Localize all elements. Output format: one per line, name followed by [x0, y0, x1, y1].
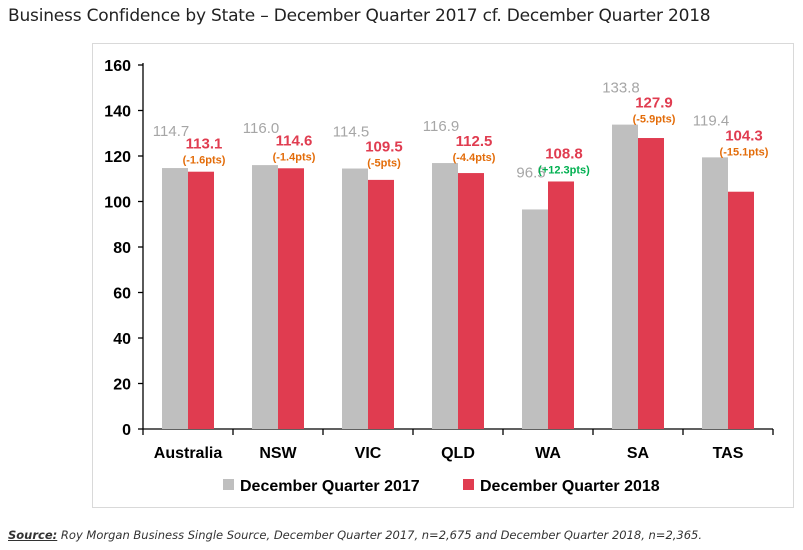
change-annotation: (-1.4pts)	[273, 151, 316, 163]
data-label-2018: 112.5	[456, 133, 493, 150]
data-label-2017: 114.5	[333, 124, 369, 141]
page-title: Business Confidence by State – December …	[8, 6, 711, 26]
data-label-2017: 116.0	[243, 120, 279, 137]
data-label-2018: 108.8	[545, 145, 583, 162]
x-tick-label: Australia	[154, 445, 223, 462]
data-label-2018: 114.6	[276, 132, 313, 149]
x-tick-label: SA	[627, 445, 650, 462]
data-label-2018: 113.1	[186, 136, 223, 153]
data-label-2017: 114.7	[153, 123, 189, 140]
change-annotation: (-4.4pts)	[453, 152, 496, 164]
y-tick-label: 20	[113, 377, 131, 394]
y-tick-label: 0	[122, 422, 131, 439]
data-label-2018: 127.9	[635, 95, 673, 112]
y-tick-label: 120	[104, 149, 131, 166]
bar-2018	[638, 138, 664, 429]
y-tick-label: 100	[104, 195, 131, 212]
bar-2017	[702, 157, 728, 430]
legend-swatch-2018	[463, 479, 474, 490]
bar-2017	[162, 168, 188, 429]
x-tick-label: TAS	[713, 445, 744, 462]
legend-label-2018: December Quarter 2018	[480, 478, 660, 495]
data-label-2018: 104.3	[725, 127, 763, 144]
change-annotation: (-5.9pts)	[633, 114, 676, 126]
x-tick-label: VIC	[355, 445, 382, 462]
legend-swatch-2017	[223, 479, 234, 490]
x-tick-label: NSW	[259, 445, 297, 462]
bar-2018	[458, 173, 484, 429]
bar-2018	[278, 168, 304, 429]
change-annotation: (-15.1pts)	[720, 146, 769, 158]
data-label-2017: 133.8	[602, 80, 640, 97]
legend-label-2017: December Quarter 2017	[240, 478, 420, 495]
bar-2017	[342, 168, 368, 429]
x-tick-label: QLD	[441, 445, 475, 462]
source-text: Roy Morgan Business Single Source, Decem…	[57, 528, 703, 542]
y-tick-label: 140	[104, 104, 131, 121]
bar-2018	[548, 181, 574, 429]
change-annotation: (-1.6pts)	[183, 155, 226, 167]
data-label-2017: 119.4	[693, 112, 729, 129]
bar-2017	[252, 165, 278, 429]
change-annotation: (+12.3pts)	[538, 164, 590, 176]
y-tick-label: 80	[113, 240, 131, 257]
x-tick-label: WA	[535, 445, 561, 462]
bar-2017	[522, 209, 548, 429]
source-label: Source:	[8, 528, 58, 542]
bar-2018	[188, 171, 214, 429]
data-label-2017: 96.5	[516, 164, 545, 181]
data-label-2017: 116.9	[423, 118, 459, 135]
bar-2018	[728, 191, 754, 429]
bar-2017	[612, 124, 638, 429]
data-label-2018: 109.5	[365, 139, 403, 156]
y-tick-label: 40	[113, 331, 131, 348]
y-tick-label: 60	[113, 286, 131, 303]
y-tick-label: 160	[104, 58, 131, 75]
change-annotation: (-5pts)	[367, 158, 401, 170]
bar-2017	[432, 163, 458, 430]
source-note: Source: Roy Morgan Business Single Sourc…	[8, 528, 702, 542]
bar-2018	[368, 179, 394, 429]
